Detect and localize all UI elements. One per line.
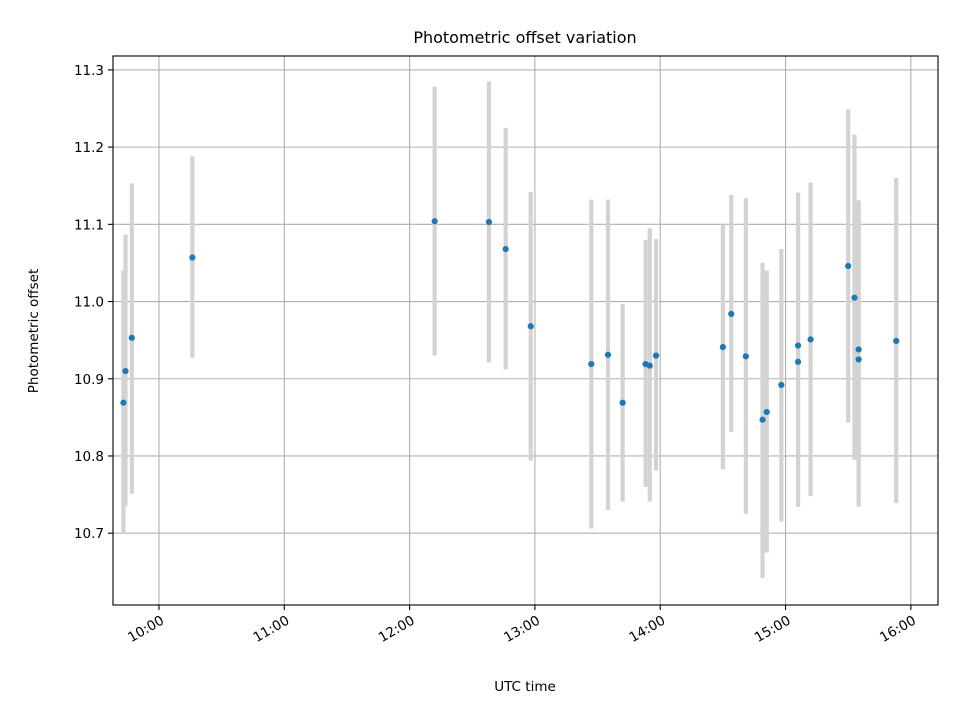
data-point [728, 310, 735, 317]
data-point [742, 353, 749, 360]
data-point [431, 218, 438, 225]
x-tick-label: 13:00 [501, 613, 543, 646]
data-point [794, 358, 802, 365]
y-tick-label: 11.3 [74, 63, 104, 79]
data-point [588, 360, 595, 368]
x-tick-label: 10:00 [125, 613, 167, 646]
data-point [719, 344, 726, 351]
data-point [189, 254, 196, 261]
data-point [120, 399, 127, 406]
x-tick-label: 11:00 [251, 613, 293, 646]
data-point [807, 336, 814, 343]
data-point [128, 334, 135, 341]
grid-lines [113, 56, 938, 605]
x-tick-label: 14:00 [627, 613, 669, 646]
x-axis-label: UTC time [494, 679, 556, 695]
data-point [778, 381, 785, 389]
data-point [759, 416, 766, 423]
error-bars [121, 81, 899, 578]
data-point [604, 351, 612, 358]
axis-ticks: 10:00 11:00 12:00 13:00 14:00 15:00 16:00 10.7 1… [74, 63, 919, 646]
data-point [763, 408, 770, 416]
data-point [794, 342, 802, 349]
data-point [851, 294, 858, 301]
data-point [527, 323, 534, 330]
y-tick-label: 11.0 [74, 295, 104, 311]
data-point [845, 262, 852, 270]
data-point [652, 352, 660, 359]
data-point [485, 218, 493, 226]
y-tick-label: 10.8 [74, 449, 104, 465]
y-axis-label: Photometric offset [26, 269, 42, 393]
data-point [855, 346, 862, 353]
data-point [646, 362, 653, 369]
x-tick-label: 15:00 [752, 613, 794, 646]
plot-frame [112, 55, 939, 606]
data-point [855, 356, 862, 363]
x-tick-label: 12:00 [376, 613, 418, 646]
data-point [893, 337, 900, 345]
y-tick-label: 11.2 [74, 140, 104, 156]
data-points [120, 218, 900, 423]
data-point [122, 367, 129, 375]
y-tick-label: 10.7 [74, 526, 104, 542]
data-point [619, 399, 626, 406]
data-point [502, 245, 509, 253]
chart-title: Photometric offset variation [413, 28, 636, 47]
x-tick-label: 16:00 [877, 613, 919, 646]
y-tick-label: 11.1 [74, 217, 104, 233]
y-tick-label: 10.9 [74, 372, 104, 388]
